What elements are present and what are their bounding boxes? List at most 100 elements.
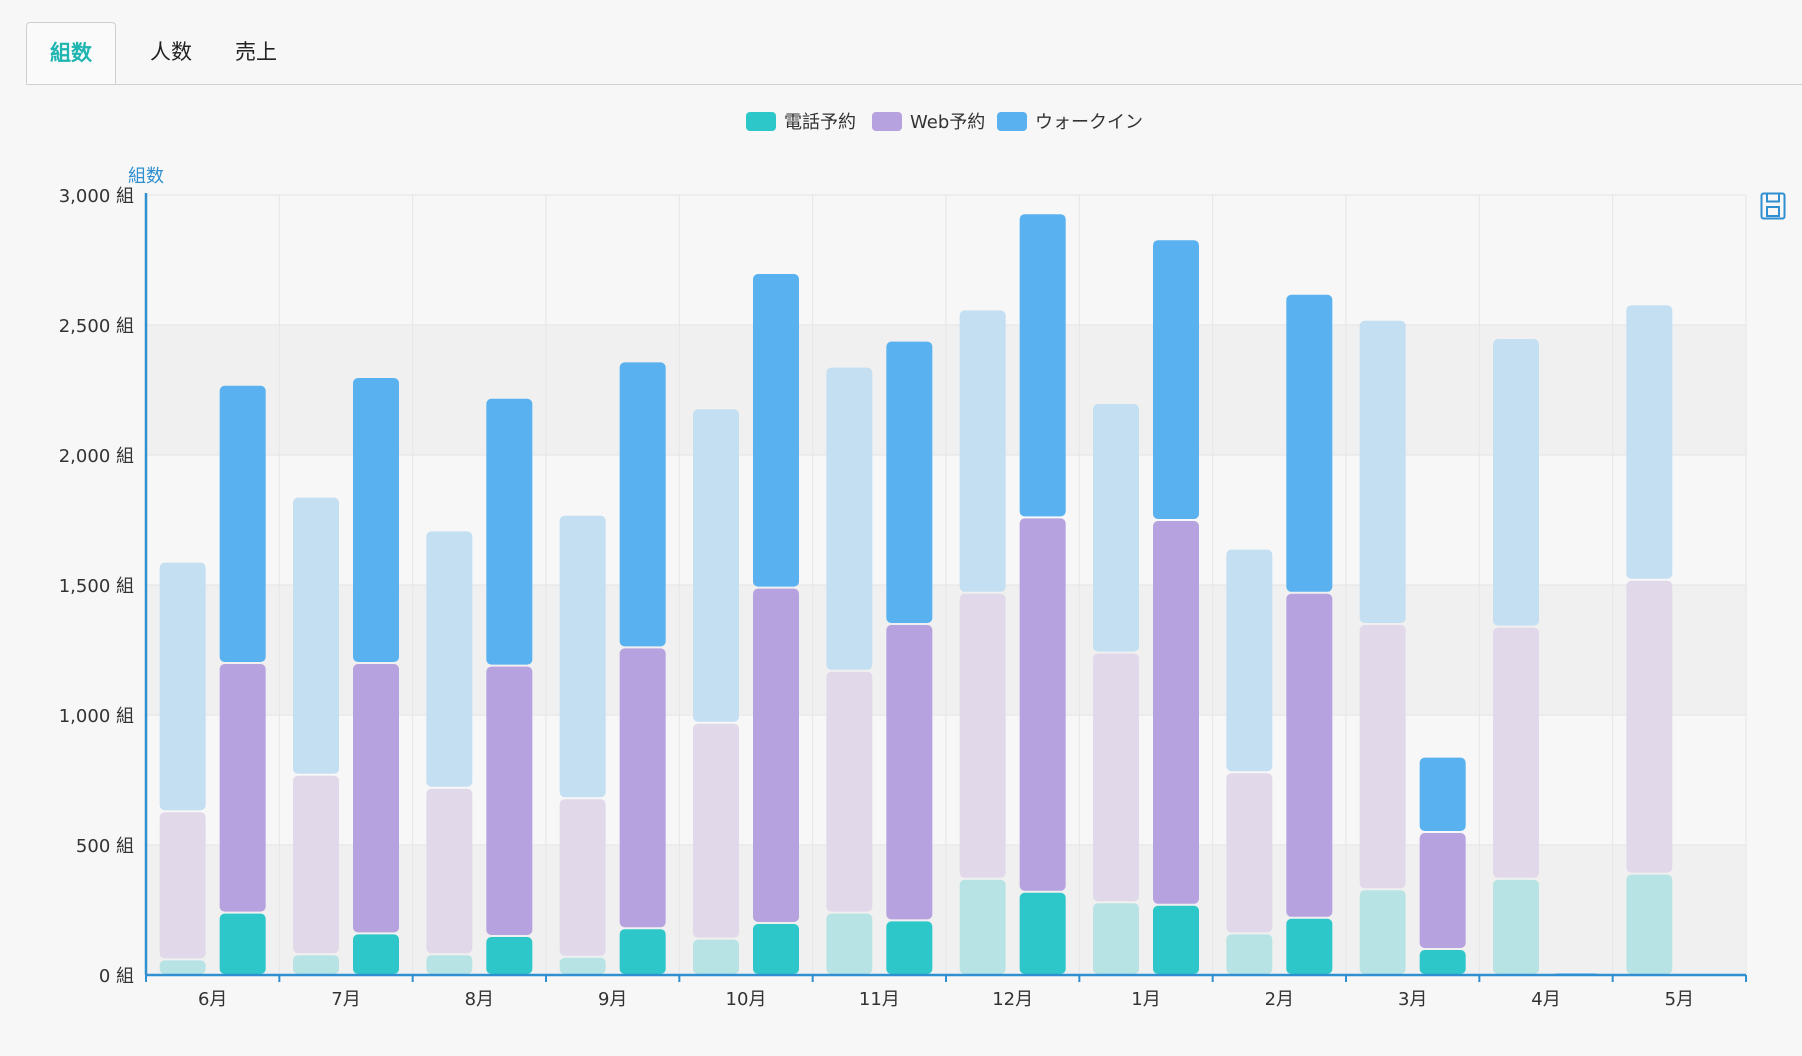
bar-web: [486, 666, 533, 935]
bar-phone: [753, 924, 799, 974]
legend-label-walkin: ウォークイン: [1035, 112, 1143, 133]
tab-bar: 組数 人数 売上: [26, 22, 1802, 85]
legend-item-web[interactable]: Web予約: [872, 106, 985, 136]
bar-walkin: [753, 274, 799, 587]
bar-walkin-prev: [1493, 339, 1539, 626]
bar-walkin: [1019, 214, 1066, 517]
bar-web: [886, 625, 933, 920]
y-tick-label: 3,000 組: [59, 186, 134, 207]
bar-phone-prev: [1226, 934, 1273, 974]
x-tick-label: 11月: [859, 989, 900, 1010]
bar-web-prev: [1226, 773, 1273, 933]
bar-walkin-prev: [1093, 404, 1139, 652]
bar-web: [1153, 521, 1199, 904]
legend-swatch-walkin: [997, 111, 1027, 131]
bar-web-prev: [426, 788, 473, 954]
legend-label-phone: 電話予約: [784, 112, 856, 133]
bar-web: [1286, 593, 1333, 917]
bar-phone-prev: [293, 955, 339, 974]
bar-phone-prev: [426, 955, 473, 974]
bar-phone: [1153, 905, 1199, 974]
bar-web-prev: [1093, 653, 1139, 902]
save-icon[interactable]: [1760, 192, 1786, 220]
bar-web-prev: [826, 671, 873, 912]
y-tick-label: 0 組: [99, 966, 134, 987]
bar-walkin-prev: [826, 367, 873, 670]
x-tick-label: 6月: [198, 989, 227, 1010]
bar-walkin-prev: [959, 310, 1006, 592]
bar-phone-prev: [1493, 879, 1539, 974]
bar-walkin-prev: [159, 562, 206, 811]
bar-phone-prev: [559, 957, 606, 974]
bar-web-prev: [693, 723, 739, 938]
bar-phone-prev: [1626, 874, 1673, 974]
bar-web-prev: [559, 799, 606, 956]
legend-swatch-web: [872, 111, 902, 131]
chart-legend: 電話予約 Web予約 ウォークイン: [0, 106, 1802, 136]
bar-phone: [619, 929, 666, 974]
bar-walkin-prev: [693, 409, 739, 722]
bar-walkin: [1286, 294, 1333, 592]
bar-phone-prev: [1093, 903, 1139, 974]
tab-divider: [26, 84, 1802, 85]
bar-walkin-prev: [1359, 320, 1406, 623]
bar-web-prev: [1493, 627, 1539, 878]
bar-web: [1419, 833, 1466, 948]
x-tick-label: 3月: [1398, 989, 1427, 1010]
x-tick-label: 1月: [1131, 989, 1160, 1010]
bar-walkin-prev: [1226, 549, 1273, 772]
y-tick-label: 2,000 組: [59, 446, 134, 467]
bar-phone-prev: [693, 939, 739, 974]
bar-web-prev: [1626, 580, 1673, 873]
bar-web: [753, 588, 799, 922]
legend-item-phone[interactable]: 電話予約: [746, 106, 856, 136]
tab-groups[interactable]: 組数: [26, 22, 116, 84]
bar-web: [353, 664, 399, 933]
bar-web-prev: [959, 593, 1006, 878]
bar-walkin: [486, 398, 533, 665]
bar-walkin: [219, 385, 266, 662]
bar-walkin: [886, 341, 933, 623]
tab-people[interactable]: 人数: [150, 40, 192, 64]
bar-phone: [219, 913, 266, 974]
y-tick-label: 1,000 組: [59, 706, 134, 727]
bar-phone-prev: [826, 913, 873, 974]
x-tick-label: 4月: [1531, 989, 1560, 1010]
y-tick-label: 1,500 組: [59, 576, 134, 597]
x-tick-label: 12月: [992, 989, 1033, 1010]
x-tick-label: 9月: [598, 989, 627, 1010]
bar-phone: [353, 934, 399, 974]
bar-walkin: [353, 378, 399, 662]
bar-walkin-prev: [293, 497, 339, 774]
bar-walkin-prev: [426, 531, 473, 787]
legend-label-web: Web予約: [910, 112, 986, 133]
bar-walkin: [1419, 757, 1466, 831]
bar-web: [219, 664, 266, 912]
bar-web-prev: [159, 812, 206, 959]
y-tick-label: 500 組: [76, 836, 134, 857]
bar-walkin: [1153, 240, 1199, 519]
y-axis-title: 組数: [128, 166, 164, 187]
x-tick-label: 8月: [465, 989, 494, 1010]
tab-sales[interactable]: 売上: [235, 40, 277, 64]
bar-phone-prev: [1359, 890, 1406, 974]
bar-phone-prev: [159, 960, 206, 974]
bar-web: [619, 648, 666, 928]
bar-phone-prev: [959, 879, 1006, 974]
y-tick-label: 2,500 組: [59, 316, 134, 337]
x-tick-label: 2月: [1265, 989, 1294, 1010]
bar-phone: [486, 937, 533, 974]
bar-phone: [1019, 892, 1066, 974]
bar-walkin-prev: [559, 515, 606, 798]
x-tick-label: 10月: [726, 989, 767, 1010]
x-tick-label: 7月: [331, 989, 360, 1010]
bar-walkin: [619, 362, 666, 647]
legend-item-walkin[interactable]: ウォークイン: [997, 106, 1143, 136]
bar-walkin-prev: [1626, 305, 1673, 579]
bar-phone: [1419, 950, 1466, 974]
bar-web-prev: [1359, 625, 1406, 889]
bar-web: [1019, 518, 1066, 891]
bar-web-prev: [293, 775, 339, 954]
bar-phone: [886, 921, 933, 974]
